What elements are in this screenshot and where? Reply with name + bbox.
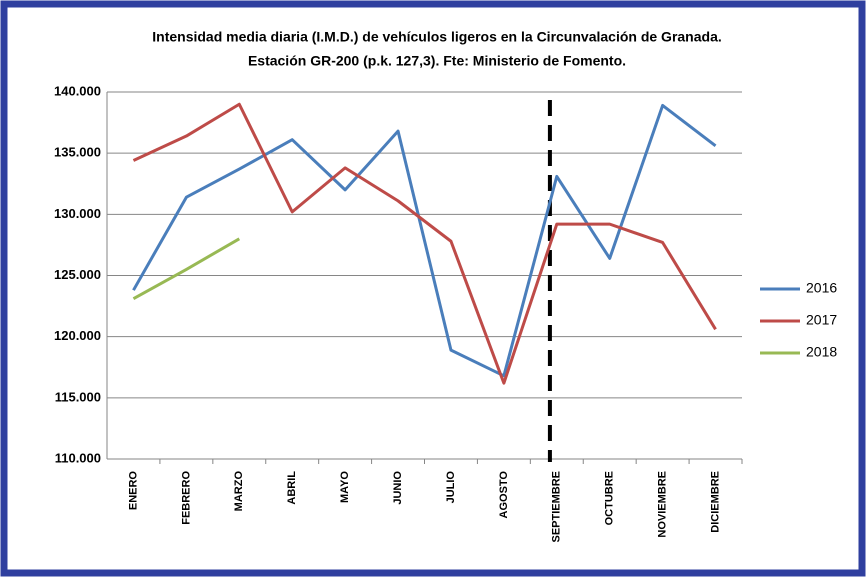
series-line (132, 237, 241, 301)
series-line (132, 102, 717, 385)
x-tick-label: OCTUBRE (604, 471, 616, 525)
series-line (132, 103, 717, 378)
x-tick-label: SEPTIEMBRE (551, 471, 563, 543)
x-tick-label: FEBRERO (180, 471, 192, 525)
y-tick-label: 120.000 (54, 328, 101, 343)
y-tick-label: 135.000 (54, 145, 101, 160)
x-tick-label: JULIO (445, 471, 457, 504)
legend-label: 2018 (806, 344, 837, 360)
chart-title: Intensidad media diaria (I.M.D.) de vehí… (152, 29, 722, 45)
x-tick-label: MAYO (339, 471, 351, 503)
chart-subtitle: Estación GR-200 (p.k. 127,3). Fte: Minis… (248, 53, 626, 69)
x-tick-label: ABRIL (286, 471, 298, 505)
y-tick-label: 140.000 (54, 83, 101, 98)
x-tick-label: NOVIEMBRE (657, 471, 669, 538)
x-tick-label: DICIEMBRE (709, 471, 721, 533)
y-tick-label: 110.000 (55, 450, 101, 465)
legend-label: 2017 (806, 312, 837, 328)
x-tick-label: MARZO (233, 471, 245, 512)
x-tick-label: AGOSTO (498, 471, 510, 519)
y-tick-label: 125.000 (54, 267, 101, 282)
y-tick-label: 115.000 (55, 389, 101, 404)
x-tick-label: JUNIO (392, 471, 404, 505)
legend-label: 2016 (806, 280, 837, 296)
y-tick-label: 130.000 (54, 206, 101, 221)
x-tick-label: ENERO (127, 471, 139, 511)
